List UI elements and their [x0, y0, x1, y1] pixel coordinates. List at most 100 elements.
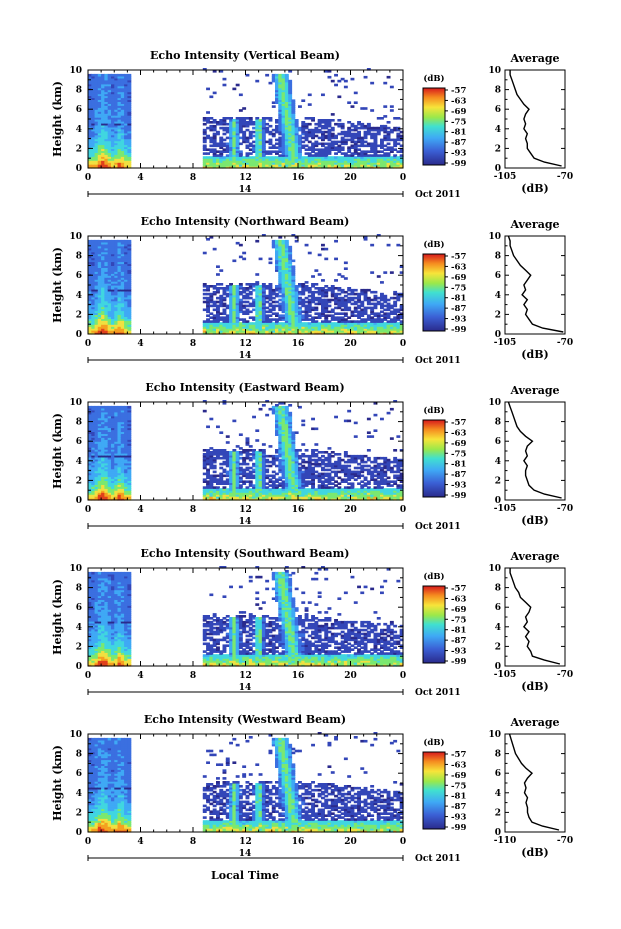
heatmap-cell [284, 136, 289, 140]
heatmap-cell [301, 162, 306, 165]
heatmap-cell [340, 166, 345, 169]
heatmap-cell [258, 124, 263, 128]
heatmap-cell [258, 324, 263, 327]
heatmap-cell [124, 107, 128, 110]
heatmap-cell [245, 162, 250, 165]
heatmap-cell [265, 332, 270, 335]
heatmap-cell [278, 247, 283, 251]
heatmap-cell [120, 433, 125, 436]
heatmap-cell [107, 425, 112, 429]
heatmap-cell [275, 119, 279, 122]
heatmap-cell [393, 324, 398, 327]
heatmap-cell [222, 142, 227, 146]
heatmap-cell [238, 117, 243, 120]
heatmap-cell [101, 474, 105, 478]
heatmap-cell [114, 425, 119, 429]
heatmap-cell [314, 308, 319, 312]
heatmap-cell [97, 466, 102, 470]
heatmap-cell [324, 257, 329, 261]
heatmap-cell [393, 158, 398, 161]
heatmap-cell [120, 275, 125, 278]
heatmap-cell [337, 119, 342, 122]
heatmap-cell [114, 249, 119, 253]
x-tick-label: 0 [85, 339, 91, 349]
heatmap-cell [307, 148, 312, 151]
heatmap-cell [114, 326, 119, 329]
heatmap-cell [291, 142, 296, 146]
heatmap-cell [127, 287, 132, 290]
heatmap-cell [124, 488, 128, 491]
heatmap-cell [104, 443, 109, 446]
heatmap-cell [104, 498, 109, 501]
heatmap-cell [321, 304, 325, 308]
heatmap-cell [94, 322, 99, 325]
heatmap-cell [104, 308, 109, 312]
heatmap-cell [288, 142, 293, 146]
heatmap-cell [114, 253, 119, 257]
heatmap-cell [242, 107, 247, 110]
heatmap-cell [88, 89, 92, 93]
heatmap-cell [317, 136, 322, 140]
heatmap-cell [327, 162, 332, 165]
heatmap-cell [229, 490, 233, 493]
heatmap-cell [97, 99, 102, 102]
heatmap-cell [97, 486, 102, 489]
heatmap-cell [298, 324, 302, 327]
heatmap-cell [291, 296, 296, 300]
heatmap-cell [288, 294, 293, 298]
heatmap-cell [281, 275, 286, 278]
heatmap-cell [252, 146, 256, 149]
heatmap-cell [97, 83, 102, 87]
heatmap-cell [225, 496, 230, 499]
heatmap-cell [88, 456, 92, 460]
heatmap-cell [255, 154, 260, 157]
heatmap-cell [281, 73, 286, 77]
heatmap-cell [389, 306, 394, 310]
heatmap-cell [104, 445, 109, 448]
heatmap-cell [242, 124, 247, 128]
heatmap-cell [120, 290, 125, 294]
heatmap-cell [288, 290, 293, 294]
heatmap-cell [291, 320, 296, 323]
heatmap-cell [94, 451, 99, 454]
heatmap-cell [101, 107, 105, 110]
heatmap-cell [117, 435, 122, 438]
heatmap-cell [91, 81, 96, 85]
heatmap-cell [232, 164, 237, 167]
heatmap-cell [209, 150, 214, 153]
heatmap-cell [370, 320, 375, 323]
heatmap-cell [291, 304, 296, 308]
colorbar-tick-label: -81 [451, 128, 466, 138]
heatmap-cell [127, 298, 132, 302]
colorbar [422, 253, 446, 332]
heatmap-cell [114, 443, 119, 446]
heatmap-cell [229, 488, 233, 491]
heatmap-cell [317, 160, 322, 163]
heatmap-cell [104, 421, 109, 425]
heatmap-cell [399, 148, 404, 151]
heatmap-cell [91, 128, 96, 132]
heatmap-cell [265, 316, 270, 319]
heatmap-cell [258, 126, 263, 130]
heatmap-cell [111, 316, 115, 319]
heatmap-cell [284, 126, 289, 130]
heatmap-cell [294, 146, 299, 149]
heatmap-cell [91, 421, 96, 425]
heatmap-cell [357, 292, 361, 296]
heatmap-cell [222, 150, 227, 153]
heatmap-cell [314, 122, 319, 126]
heatmap-cell [88, 251, 92, 255]
heatmap-cell [202, 454, 207, 458]
heatmap-cell [111, 121, 115, 124]
heatmap-cell [255, 287, 260, 290]
heatmap-cell [94, 275, 99, 278]
heatmap-cell [117, 156, 122, 159]
heatmap-cell [219, 164, 224, 167]
heatmap-cell [288, 312, 293, 315]
heatmap-cell [104, 320, 109, 323]
colorbar-label: (dB) [423, 239, 444, 250]
heatmap-cell [311, 322, 315, 325]
heatmap-cell [258, 119, 263, 122]
heatmap-cell [222, 451, 227, 454]
heatmap-cell [124, 115, 128, 118]
